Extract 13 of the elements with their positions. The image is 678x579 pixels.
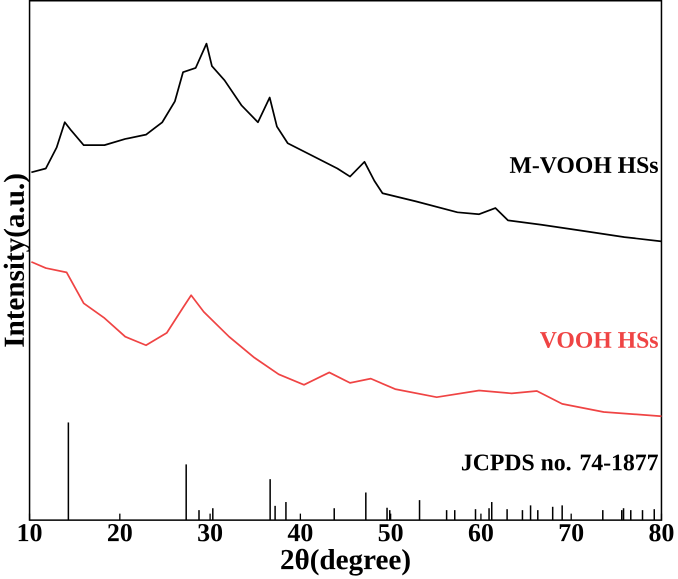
y-axis-title: Intensity(a.u.): [4, 174, 30, 347]
x-tick-label: 20: [108, 524, 132, 542]
x-tick-label: 60: [468, 524, 493, 542]
x-tick-label: 70: [560, 524, 584, 542]
x-tick-label: 50: [378, 524, 403, 542]
series-label: M-VOOH HSs: [510, 157, 658, 174]
x-tick-label: 40: [288, 524, 312, 542]
series-label: JCPDS no. 74-1877: [462, 454, 658, 470]
x-axis-title: 2θ(degree): [281, 548, 410, 576]
series-label: VOOH HSs: [540, 332, 658, 348]
x-tick-label: 10: [18, 524, 42, 542]
x-tick-label: 30: [198, 524, 222, 542]
x-tick-label: 80: [649, 524, 674, 542]
